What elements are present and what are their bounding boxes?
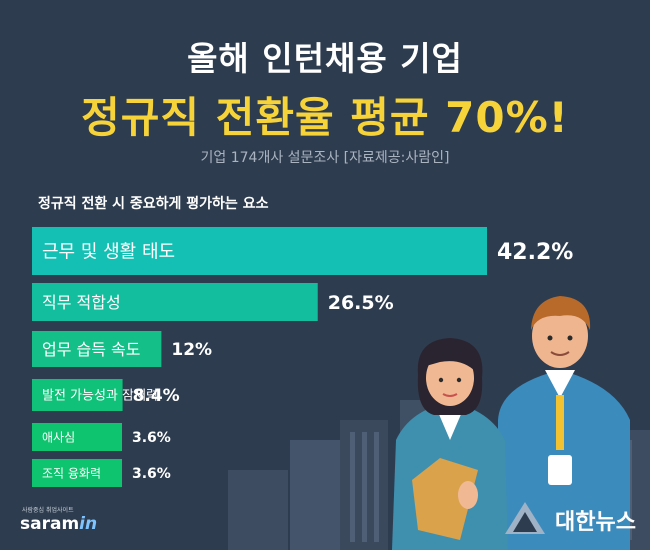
bar-label-3: 발전 가능성과 잠재력: [42, 389, 158, 404]
logo-text-suffix: in: [79, 514, 98, 534]
bar-5: [32, 459, 122, 487]
bar-label-2: 업무 습득 속도: [42, 340, 141, 359]
bar-value-3: 8.4%: [133, 386, 180, 406]
woman-figure: [392, 338, 508, 550]
bar-0: [32, 227, 487, 275]
logo-text-main: saram: [20, 514, 80, 534]
bar-1: [32, 283, 318, 321]
bar-label-0: 근무 및 생활 태도: [42, 241, 175, 262]
bar-3: [32, 379, 123, 411]
bar-4: [32, 423, 122, 451]
bar-2: [32, 331, 162, 367]
headline-line-2: 정규직 전환율 평균 70%!: [81, 93, 569, 142]
saramin-logo: 사람중심 취업사이트 saramin: [20, 505, 97, 534]
logo-tagline: 사람중심 취업사이트: [22, 507, 74, 514]
bar-label-4: 애사심: [42, 430, 75, 444]
bar-value-5: 3.6%: [132, 466, 171, 482]
news-brand-name: 대한뉴스: [555, 510, 636, 535]
news-emblem-icon: [505, 502, 545, 534]
chart-title: 정규직 전환 시 중요하게 평가하는 요소: [38, 196, 269, 212]
man-figure: [498, 296, 630, 550]
bar-value-1: 26.5%: [328, 292, 394, 314]
bar-label-5: 조직 융화력: [42, 466, 101, 480]
logo-text: saramin: [20, 514, 97, 534]
survey-source-subtitle: 기업 174개사 설문조사 [자료제공:사람인]: [200, 150, 450, 166]
bar-value-4: 3.6%: [132, 430, 171, 446]
bar-value-2: 12%: [171, 340, 212, 360]
bar-label-1: 직무 적합성: [42, 293, 121, 312]
bar-value-0: 42.2%: [497, 240, 573, 265]
headline-line-1: 올해 인턴채용 기업: [187, 39, 463, 78]
